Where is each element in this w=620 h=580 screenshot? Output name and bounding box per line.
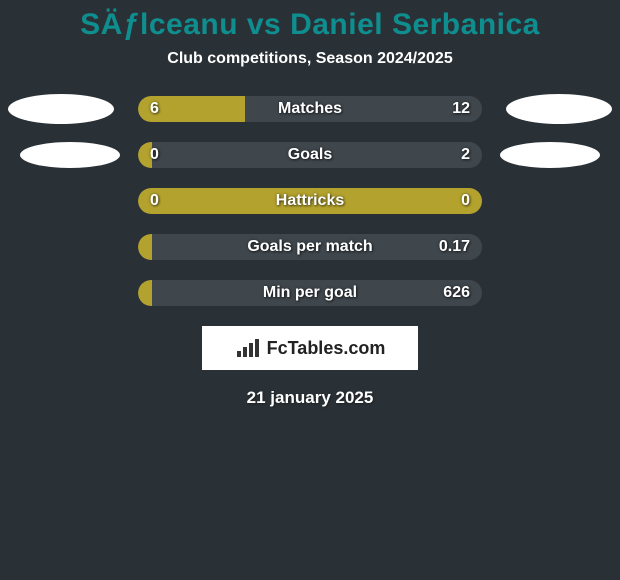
stat-value-right: 2 xyxy=(461,146,470,164)
stat-rows-container: 6 12 Matches 0 2 Goals 0 0 Hattricks 0.17 Goals pe… xyxy=(0,96,620,306)
stat-value-right: 12 xyxy=(452,100,470,118)
stat-value-right: 0 xyxy=(461,192,470,210)
logo-text: FcTables.com xyxy=(267,338,386,359)
stat-value-right: 626 xyxy=(443,284,470,302)
stat-label: Goals per match xyxy=(247,238,372,256)
stat-bar-left xyxy=(138,234,152,260)
logo-box: FcTables.com xyxy=(202,326,418,370)
stat-row: 6 12 Matches xyxy=(0,96,620,122)
stat-row: 626 Min per goal xyxy=(0,280,620,306)
stat-row: 0.17 Goals per match xyxy=(0,234,620,260)
stat-label: Matches xyxy=(278,100,342,118)
comparison-title: SÄƒlceanu vs Daniel Serbanica xyxy=(0,0,620,42)
stat-row: 0 2 Goals xyxy=(0,142,620,168)
stat-bar-left xyxy=(138,280,152,306)
chart-bars-icon xyxy=(235,337,261,359)
left-ellipse xyxy=(8,94,114,124)
stat-value-right: 0.17 xyxy=(439,238,470,256)
stat-value-left: 0 xyxy=(150,146,159,164)
subtitle-text: Club competitions, Season 2024/2025 xyxy=(167,50,452,67)
title-text: SÄƒlceanu vs Daniel Serbanica xyxy=(80,8,540,41)
stat-label: Hattricks xyxy=(276,192,344,210)
comparison-subtitle: Club competitions, Season 2024/2025 xyxy=(0,50,620,68)
right-ellipse xyxy=(500,142,600,168)
stat-label: Min per goal xyxy=(263,284,357,302)
snapshot-date: 21 january 2025 xyxy=(0,388,620,408)
stat-label: Goals xyxy=(288,146,332,164)
stat-row: 0 0 Hattricks xyxy=(0,188,620,214)
stat-value-left: 6 xyxy=(150,100,159,118)
stat-value-left: 0 xyxy=(150,192,159,210)
logo-inner: FcTables.com xyxy=(235,337,386,359)
left-ellipse xyxy=(20,142,120,168)
right-ellipse xyxy=(506,94,612,124)
date-text: 21 january 2025 xyxy=(247,388,374,407)
